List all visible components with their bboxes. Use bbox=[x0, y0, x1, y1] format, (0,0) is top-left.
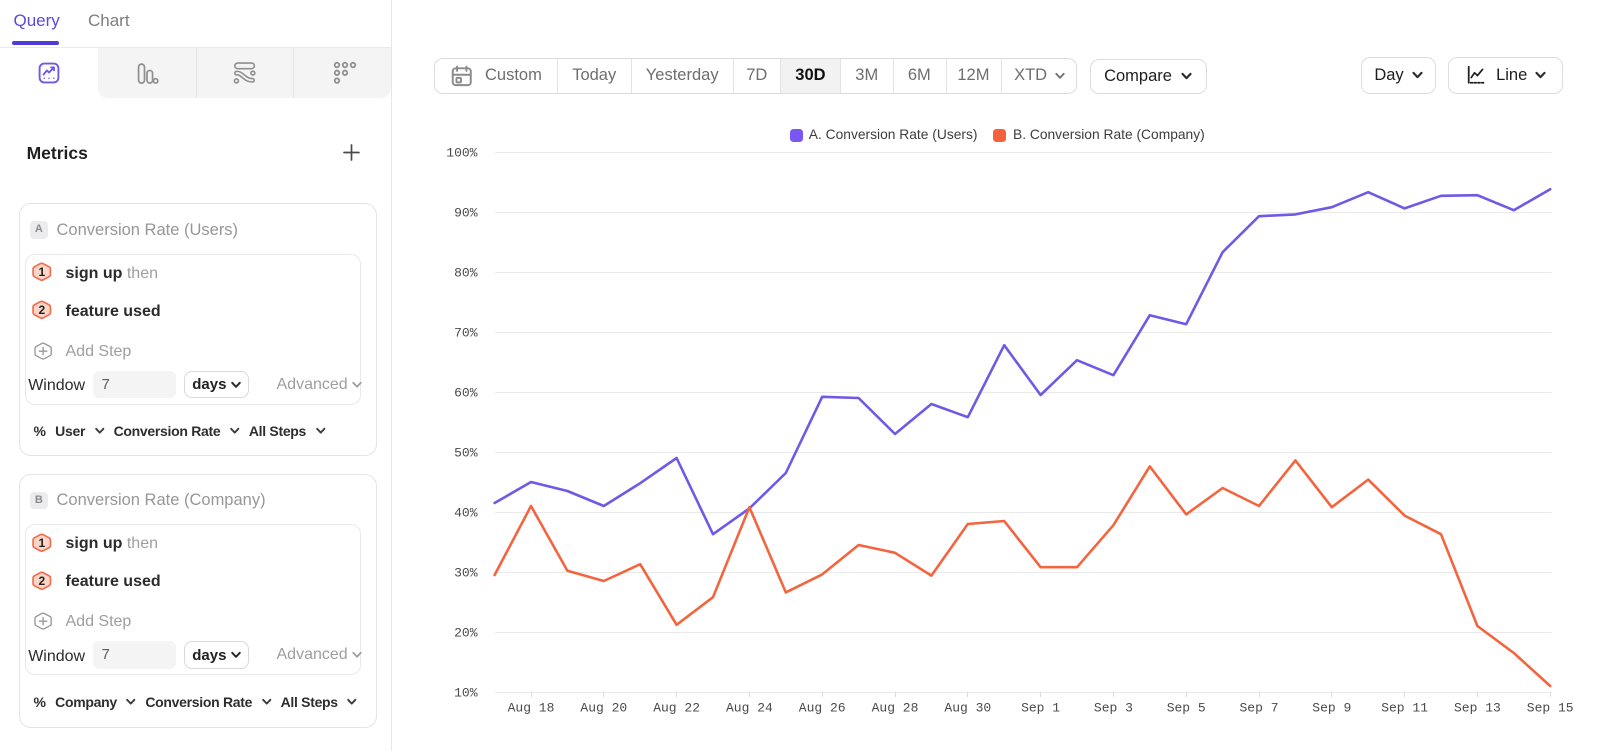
svg-text:1: 1 bbox=[39, 536, 46, 550]
svg-text:Sep 3: Sep 3 bbox=[1094, 701, 1133, 716]
svg-text:1: 1 bbox=[39, 265, 46, 279]
svg-text:80%: 80% bbox=[454, 266, 478, 281]
svg-text:Sep 1: Sep 1 bbox=[1021, 701, 1060, 716]
svg-text:Aug 26: Aug 26 bbox=[799, 701, 846, 716]
svg-text:50%: 50% bbox=[454, 446, 478, 461]
svg-text:30%: 30% bbox=[454, 566, 478, 581]
svg-text:Sep 15: Sep 15 bbox=[1527, 701, 1574, 716]
svg-text:90%: 90% bbox=[454, 206, 478, 221]
svg-text:60%: 60% bbox=[454, 386, 478, 401]
svg-text:Aug 18: Aug 18 bbox=[508, 701, 555, 716]
svg-text:2: 2 bbox=[39, 574, 46, 588]
svg-text:Aug 20: Aug 20 bbox=[580, 701, 627, 716]
svg-text:Aug 22: Aug 22 bbox=[653, 701, 700, 716]
svg-text:100%: 100% bbox=[446, 146, 477, 161]
svg-text:Sep 9: Sep 9 bbox=[1312, 701, 1351, 716]
svg-text:Sep 7: Sep 7 bbox=[1239, 701, 1278, 716]
svg-text:70%: 70% bbox=[454, 326, 478, 341]
svg-text:40%: 40% bbox=[454, 506, 478, 521]
svg-text:Aug 28: Aug 28 bbox=[872, 701, 919, 716]
svg-text:Sep 11: Sep 11 bbox=[1381, 701, 1428, 716]
svg-text:Sep 13: Sep 13 bbox=[1454, 701, 1501, 716]
svg-text:2: 2 bbox=[39, 303, 46, 317]
svg-text:20%: 20% bbox=[454, 626, 478, 641]
svg-text:Sep 5: Sep 5 bbox=[1167, 701, 1206, 716]
svg-text:10%: 10% bbox=[454, 686, 478, 701]
svg-text:Aug 30: Aug 30 bbox=[944, 701, 991, 716]
svg-text:Aug 24: Aug 24 bbox=[726, 701, 773, 716]
